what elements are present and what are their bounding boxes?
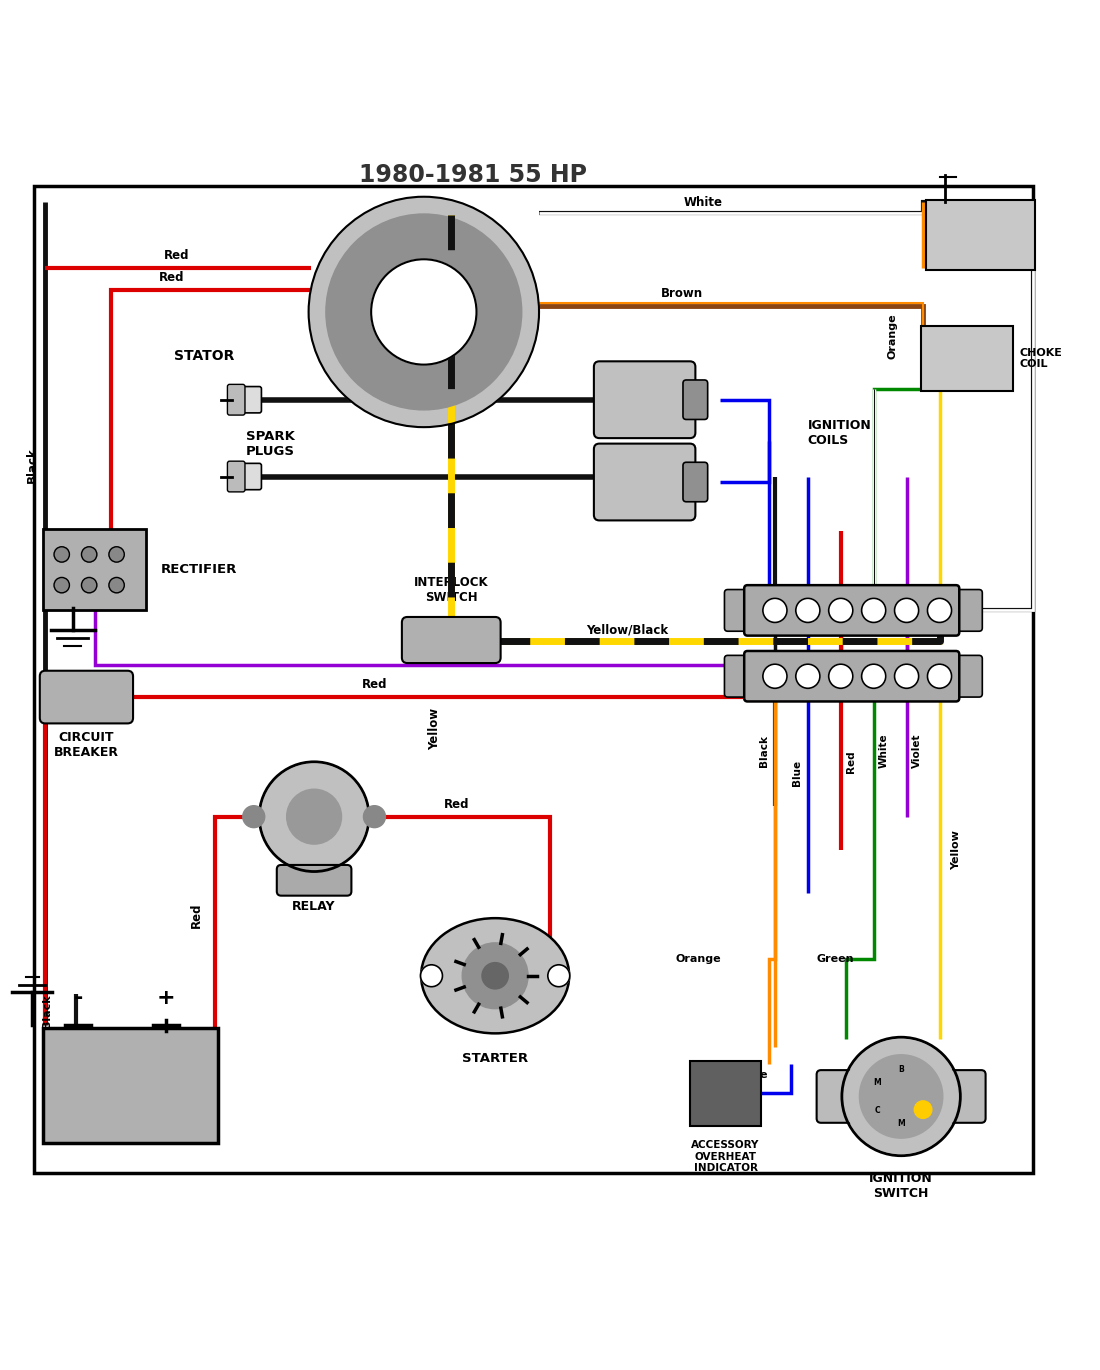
Circle shape xyxy=(81,578,97,593)
Text: Yellow: Yellow xyxy=(428,708,441,749)
Text: BATTERY: BATTERY xyxy=(96,1095,165,1108)
FancyBboxPatch shape xyxy=(235,463,262,489)
Circle shape xyxy=(482,963,508,989)
Circle shape xyxy=(420,964,442,986)
Text: Green: Green xyxy=(816,955,854,964)
Circle shape xyxy=(859,1055,943,1138)
Circle shape xyxy=(309,197,539,427)
FancyBboxPatch shape xyxy=(921,326,1013,390)
Circle shape xyxy=(54,547,69,562)
FancyBboxPatch shape xyxy=(43,1029,218,1143)
Text: Yellow/Black: Yellow/Black xyxy=(585,623,668,637)
Text: Blue: Blue xyxy=(792,760,802,786)
Circle shape xyxy=(927,664,952,688)
Text: +: + xyxy=(156,988,175,1008)
Text: Red: Red xyxy=(190,903,204,927)
Circle shape xyxy=(894,599,918,622)
Circle shape xyxy=(927,599,952,622)
Text: C: C xyxy=(874,1106,880,1115)
Text: White: White xyxy=(879,733,889,769)
Text: Red: Red xyxy=(362,678,387,692)
Circle shape xyxy=(109,578,124,593)
Circle shape xyxy=(861,599,886,622)
Text: HEAT
INDICATOR
SWITCH: HEAT INDICATOR SWITCH xyxy=(948,219,1013,252)
Text: Violet: Violet xyxy=(912,733,922,769)
Circle shape xyxy=(795,599,820,622)
Text: CHOKE
COIL: CHOKE COIL xyxy=(1020,348,1063,370)
Circle shape xyxy=(81,547,97,562)
Circle shape xyxy=(763,664,786,688)
Circle shape xyxy=(54,578,69,593)
FancyBboxPatch shape xyxy=(691,1062,761,1126)
Text: Blue: Blue xyxy=(740,1070,768,1080)
FancyBboxPatch shape xyxy=(956,589,982,632)
Circle shape xyxy=(828,664,852,688)
Circle shape xyxy=(109,547,124,562)
FancyBboxPatch shape xyxy=(745,651,959,701)
Text: -: - xyxy=(74,988,82,1008)
FancyBboxPatch shape xyxy=(43,529,146,611)
Circle shape xyxy=(548,964,570,986)
FancyBboxPatch shape xyxy=(402,616,500,663)
Circle shape xyxy=(795,664,820,688)
Text: Red: Red xyxy=(158,271,184,285)
Text: Black: Black xyxy=(43,995,53,1028)
Ellipse shape xyxy=(421,918,569,1033)
Text: 1980-1981 55 HP: 1980-1981 55 HP xyxy=(360,163,587,186)
Text: B: B xyxy=(899,1064,904,1074)
Circle shape xyxy=(287,789,341,844)
Text: RECTIFIER: RECTIFIER xyxy=(161,563,236,577)
Circle shape xyxy=(828,599,852,622)
Text: Red: Red xyxy=(846,751,856,773)
Text: Red: Red xyxy=(164,249,189,263)
Text: Black: Black xyxy=(759,734,769,767)
Text: White: White xyxy=(684,196,723,208)
FancyBboxPatch shape xyxy=(594,362,695,438)
FancyBboxPatch shape xyxy=(40,671,133,723)
Text: Red: Red xyxy=(444,799,470,811)
Text: SPARK
PLUGS: SPARK PLUGS xyxy=(245,430,295,458)
FancyBboxPatch shape xyxy=(956,655,982,697)
FancyBboxPatch shape xyxy=(683,379,707,419)
Text: IGNITION
SWITCH: IGNITION SWITCH xyxy=(869,1173,933,1200)
FancyBboxPatch shape xyxy=(816,1070,865,1123)
Text: Orange: Orange xyxy=(888,314,898,359)
Text: STARTER: STARTER xyxy=(462,1052,528,1064)
FancyBboxPatch shape xyxy=(937,1070,986,1123)
Circle shape xyxy=(326,214,521,410)
Text: ACCESSORY
OVERHEAT
INDICATOR: ACCESSORY OVERHEAT INDICATOR xyxy=(692,1140,760,1174)
Circle shape xyxy=(462,943,528,1008)
FancyBboxPatch shape xyxy=(725,589,751,632)
FancyBboxPatch shape xyxy=(235,386,262,412)
FancyBboxPatch shape xyxy=(228,462,245,492)
Text: Yellow: Yellow xyxy=(952,830,961,870)
Text: CIRCUIT
BREAKER: CIRCUIT BREAKER xyxy=(54,732,119,759)
FancyBboxPatch shape xyxy=(926,200,1035,270)
FancyBboxPatch shape xyxy=(228,385,245,415)
FancyBboxPatch shape xyxy=(683,462,707,501)
Text: INTERLOCK
SWITCH: INTERLOCK SWITCH xyxy=(414,575,488,604)
Text: STARTER
RELAY: STARTER RELAY xyxy=(283,885,345,912)
FancyBboxPatch shape xyxy=(594,444,695,521)
FancyBboxPatch shape xyxy=(725,655,751,697)
Circle shape xyxy=(763,599,786,622)
Circle shape xyxy=(844,1040,958,1154)
FancyBboxPatch shape xyxy=(745,585,959,636)
Circle shape xyxy=(363,806,385,827)
Text: M: M xyxy=(898,1119,905,1129)
Circle shape xyxy=(914,1101,932,1118)
Circle shape xyxy=(243,806,265,827)
Circle shape xyxy=(262,764,366,870)
Text: S: S xyxy=(922,1106,927,1115)
Text: Orange: Orange xyxy=(675,955,720,964)
Circle shape xyxy=(371,259,476,364)
Text: Black: Black xyxy=(25,448,39,484)
Text: M: M xyxy=(873,1078,881,1088)
Circle shape xyxy=(861,664,886,688)
Circle shape xyxy=(894,664,918,688)
Text: Brown: Brown xyxy=(661,286,703,300)
Text: STATOR: STATOR xyxy=(174,349,234,363)
FancyBboxPatch shape xyxy=(277,864,351,896)
Text: IGNITION
COILS: IGNITION COILS xyxy=(807,419,871,447)
